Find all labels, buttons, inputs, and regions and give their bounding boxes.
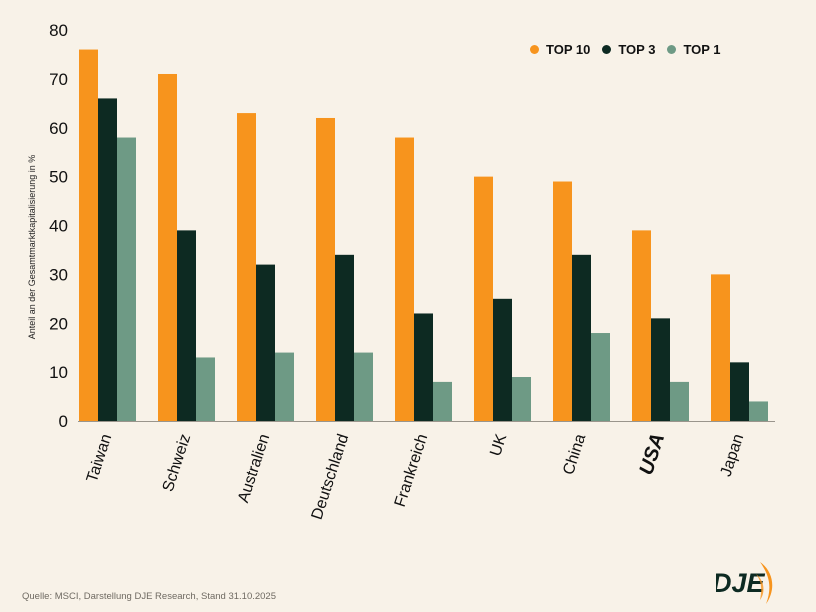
bar-usa-top1 xyxy=(670,381,689,421)
bar-frankreich-top3 xyxy=(414,313,433,421)
logo-sail-small-icon xyxy=(756,574,764,600)
legend-label: TOP 3 xyxy=(618,41,656,57)
legend-item-top3: TOP 3 xyxy=(602,42,655,57)
bar-china-top3 xyxy=(572,254,591,421)
source-note: Quelle: MSCI, Darstellung DJE Research, … xyxy=(22,591,276,602)
bar-deutschland-top10 xyxy=(316,117,335,421)
bar-japan-top3 xyxy=(730,362,749,421)
bar-frankreich-top10 xyxy=(395,137,414,421)
bar-uk-top3 xyxy=(493,298,512,421)
bar-usa-top3 xyxy=(651,318,670,421)
x-tick-label-australien: Australien xyxy=(235,432,273,505)
x-tick-label-schweiz: Schweiz xyxy=(160,432,195,494)
bar-uk-top1 xyxy=(512,377,531,421)
y-tick-label: 20 xyxy=(49,314,68,333)
bar-australien-top3 xyxy=(256,264,275,421)
legend-swatch xyxy=(667,44,677,54)
bar-china-top1 xyxy=(591,333,610,421)
legend-label: TOP 1 xyxy=(683,41,721,57)
y-tick-label: 80 xyxy=(49,21,68,40)
bar-deutschland-top1 xyxy=(354,352,373,421)
bar-schweiz-top10 xyxy=(158,73,177,422)
logo-text: DJE xyxy=(716,568,766,598)
y-tick-label: 60 xyxy=(49,119,68,138)
bar-australien-top1 xyxy=(275,352,294,421)
x-tick-label-china: China xyxy=(560,432,589,477)
y-tick-label: 10 xyxy=(49,363,68,382)
y-tick-label: 50 xyxy=(49,168,68,187)
bar-china-top10 xyxy=(553,181,572,421)
y-tick-label: 30 xyxy=(49,265,68,284)
bar-schweiz-top3 xyxy=(177,230,196,421)
legend-swatch xyxy=(602,44,612,54)
dje-logo: DJE xyxy=(716,562,773,604)
legend-label: TOP 10 xyxy=(546,41,591,57)
bar-taiwan-top1 xyxy=(117,137,136,421)
bar-taiwan-top10 xyxy=(79,49,98,422)
bar-australien-top10 xyxy=(237,113,256,422)
legend-item-top1: TOP 1 xyxy=(667,41,721,57)
x-tick-label-uk: UK xyxy=(487,432,510,459)
y-tick-label: 70 xyxy=(49,70,68,89)
x-tick-label-deutschland: Deutschland xyxy=(309,432,353,522)
y-tick-label: 40 xyxy=(49,217,68,236)
y-axis-label: Anteil an der Gesamtmarktkapitalisierung… xyxy=(27,155,37,340)
bar-taiwan-top3 xyxy=(98,98,117,422)
bar-schweiz-top1 xyxy=(196,357,215,421)
bar-japan-top10 xyxy=(711,274,730,421)
x-tick-label-frankreich: Frankreich xyxy=(392,432,432,509)
y-tick-label: 0 xyxy=(59,412,68,431)
bar-frankreich-top1 xyxy=(433,381,452,421)
bar-usa-top10 xyxy=(632,230,651,421)
x-tick-label-taiwan: Taiwan xyxy=(84,432,116,485)
x-tick-label-japan: Japan xyxy=(718,432,748,479)
legend-item-top10: TOP 10 xyxy=(530,42,590,57)
bar-deutschland-top3 xyxy=(335,254,354,421)
x-tick-label-usa: USA xyxy=(635,431,669,478)
bar-japan-top1 xyxy=(749,401,768,421)
legend-swatch xyxy=(530,44,539,54)
logo-sail-icon xyxy=(760,562,773,604)
legend: TOP 10 TOP 3 TOP 1 xyxy=(530,41,721,57)
bar-uk-top10 xyxy=(474,176,493,421)
